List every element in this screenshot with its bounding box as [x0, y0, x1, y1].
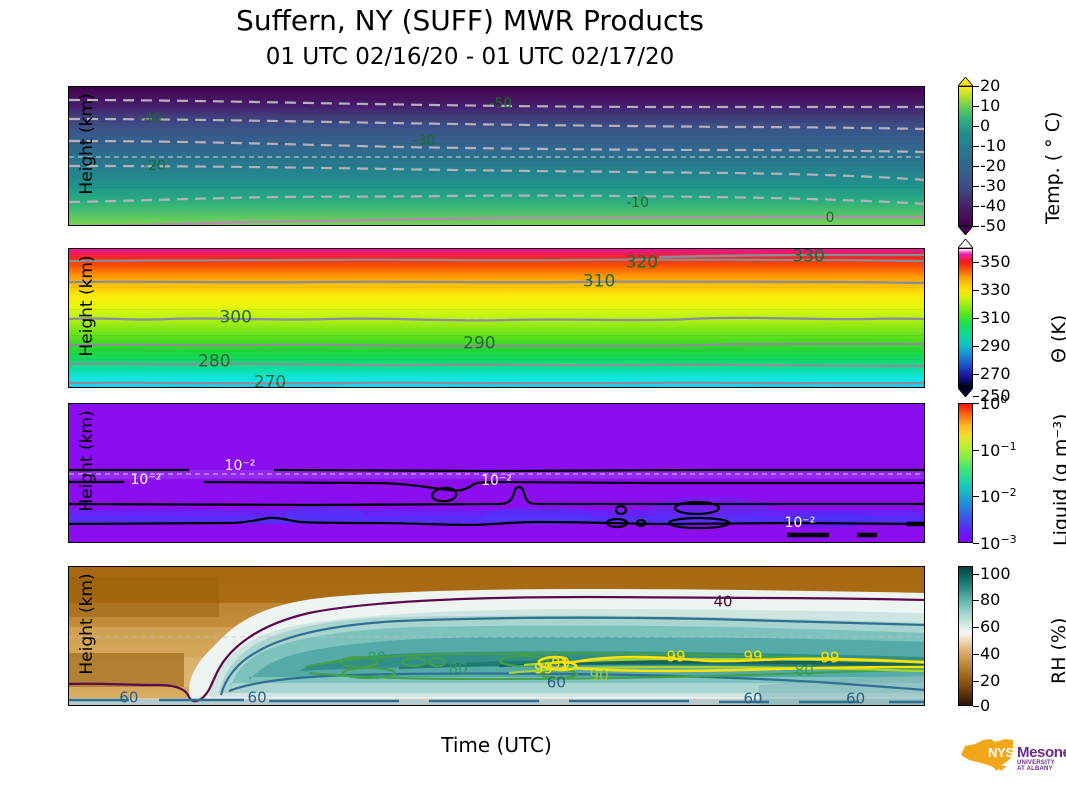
cb-liquid-tick: 100 [980, 392, 1008, 414]
cb-temp-tick: -20 [980, 156, 1007, 175]
y-axis-label: Height (km) [77, 410, 97, 512]
colorbar-theta-extend-min [958, 388, 973, 397]
logo-university-text: UNIVERSITY AT ALBANY [1017, 760, 1055, 772]
cb-rh-tick: 60 [980, 617, 1001, 636]
rh-field: 40 60 60 60 60 60 80 80 80 90 99 99 99 9… [69, 567, 924, 705]
colorbar-theta-label: Θ (K) [1048, 314, 1066, 363]
cb-theta-tick: 350 [980, 252, 1011, 271]
cb-temp-tick: 10 [980, 96, 1001, 115]
new-york-state-outline-icon [961, 739, 1013, 771]
panel-relative-humidity[interactable]: 40 60 60 60 60 60 80 80 80 90 99 99 99 9… [68, 566, 925, 706]
cb-temp-tick: 20 [980, 76, 1001, 95]
rh-contour-svg [69, 567, 924, 705]
cb-rh-tick: 100 [980, 564, 1011, 583]
cb-rh-tick: 0 [980, 696, 991, 715]
logo-nys-text: NYS [988, 745, 1014, 760]
cb-theta-tick: 290 [980, 336, 1011, 355]
cb-theta-tick: 250 [980, 386, 1011, 405]
cb-temp-tick: 0 [980, 116, 991, 135]
cb-liquid-tick: 10−1 [980, 439, 1017, 461]
liquid-contour-svg [69, 404, 924, 542]
theta-contour-svg [69, 249, 924, 387]
cb-temp-tick: -50 [980, 216, 1007, 235]
cb-temp-tick: -10 [980, 136, 1007, 155]
page-title: Suffern, NY (SUFF) MWR Products [236, 4, 704, 37]
colorbar-temp-extend-min [958, 226, 973, 235]
colorbar-temp-extend-max [958, 77, 973, 86]
cb-liquid-tick: 10−3 [980, 532, 1017, 554]
colorbar-rh-label: RH (%) [1048, 617, 1066, 684]
cb-temp-tick: -30 [980, 176, 1007, 195]
colorbar-temp-label: Temp. ( ° C) [1042, 111, 1064, 224]
colorbar-rh[interactable]: 100 80 60 40 20 0 RH (%) [946, 564, 1066, 714]
y-axis-label: Height (km) [77, 255, 97, 357]
cb-temp-tick: -40 [980, 196, 1007, 215]
cb-theta-tick: 310 [980, 308, 1011, 327]
nys-mesonet-logo: NYS Mesonet UNIVERSITY AT ALBANY [955, 733, 1066, 779]
liquid-field: 10⁻² 10⁻² 10⁻² 10⁻² [69, 404, 924, 542]
colorbar-liquid-label: Liquid (g m⁻³) [1050, 413, 1066, 546]
colorbar-theta[interactable]: 350 330 310 290 270 250 Θ (K) [946, 239, 1066, 404]
colorbar-liquid-gradient [958, 403, 973, 543]
cb-liquid-tick: 10−2 [980, 485, 1017, 507]
cb-rh-tick: 40 [980, 644, 1001, 663]
colorbar-temperature[interactable]: 20 10 0 -10 -20 -30 -40 -50 Temp. ( ° C) [946, 77, 1066, 235]
theta-field: 330 320 310 300 290 280 270 [69, 249, 924, 387]
temperature-field: -50 -40 -30 -20 -10 0 [69, 87, 924, 225]
colorbar-theta-gradient [958, 248, 973, 388]
cb-theta-tick: 270 [980, 364, 1011, 383]
colorbar-temp-gradient [958, 86, 973, 226]
colorbar-liquid[interactable]: 100 10−1 10−2 10−3 Liquid (g m⁻³) [946, 394, 1066, 552]
colorbar-rh-gradient [958, 566, 973, 706]
y-axis-label: Height (km) [77, 573, 97, 675]
panel-temperature[interactable]: -50 -40 -30 -20 -10 0 Height (km) 10 5 0 [68, 86, 925, 226]
panel-potential-temperature[interactable]: 330 320 310 300 290 280 270 Height (km) … [68, 248, 925, 388]
y-axis-label: Height (km) [77, 93, 97, 195]
cb-theta-tick: 330 [980, 280, 1011, 299]
logo-mesonet-text: Mesonet [1017, 744, 1066, 761]
cb-rh-tick: 20 [980, 671, 1001, 690]
panel-liquid-water[interactable]: 10⁻² 10⁻² 10⁻² 10⁻² Height (km) 10 5 0 [68, 403, 925, 543]
x-axis-label: Time (UTC) [441, 733, 552, 757]
cb-rh-tick: 80 [980, 590, 1001, 609]
page-subtitle: 01 UTC 02/16/20 - 01 UTC 02/17/20 [265, 44, 675, 70]
temperature-contour-svg [69, 87, 924, 225]
colorbar-theta-extend-max [958, 239, 973, 248]
